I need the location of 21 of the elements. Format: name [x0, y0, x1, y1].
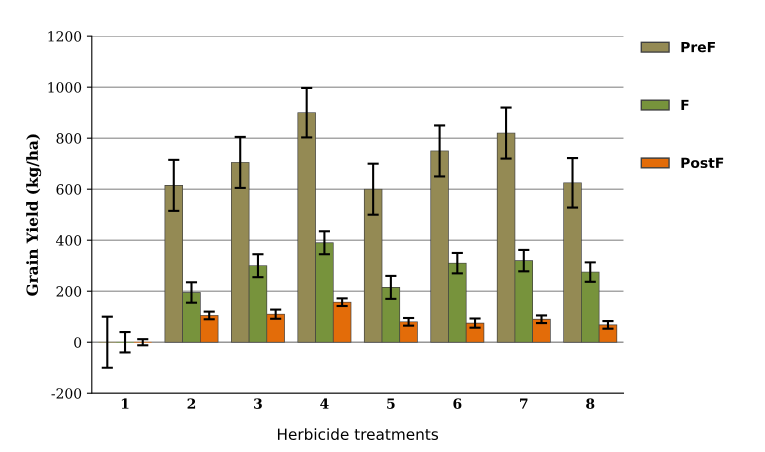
y-tick-label: 600	[56, 184, 82, 195]
y-tick-label: -200	[51, 388, 82, 399]
x-tick-label: 3	[254, 398, 262, 409]
y-tick-label: 200	[56, 286, 82, 297]
legend-label: PreF	[681, 42, 715, 52]
y-tick-label: 1000	[48, 82, 82, 93]
x-tick-label: 6	[453, 398, 462, 409]
x-tick-label: 8	[586, 398, 594, 409]
legend-label: F	[681, 100, 688, 110]
y-tick-label: 800	[56, 133, 82, 144]
x-tick-label: 2	[188, 398, 196, 409]
x-tick-label: 1	[122, 398, 128, 409]
y-tick-label: 400	[56, 235, 82, 246]
x-axis-title: Herbicide treatments	[278, 428, 438, 440]
y-tick-label: 0	[74, 337, 82, 348]
x-tick-label: 4	[320, 398, 329, 409]
legend-label: PostF	[681, 158, 724, 168]
x-tick-label: 5	[387, 398, 395, 409]
y-tick-label: 1200	[48, 31, 82, 42]
x-tick-label: 7	[520, 398, 528, 409]
y-axis-title: Grain Yield (kg/ha)	[26, 134, 42, 296]
